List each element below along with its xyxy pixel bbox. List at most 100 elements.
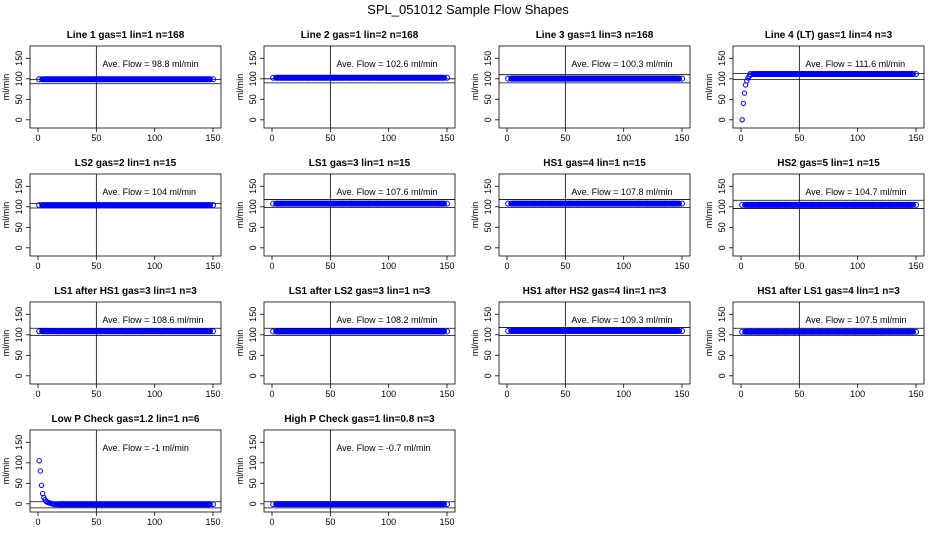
data-point xyxy=(548,200,555,207)
data-point xyxy=(869,328,876,335)
data-point xyxy=(383,328,390,335)
data-band xyxy=(742,201,916,208)
y-axis-label: ml/min xyxy=(1,330,11,357)
panel-4: Line 4 (LT) gas=1 lin=4 n=3 0 50 100 150 0 50 1… xyxy=(704,30,925,143)
x-tick-label: 100 xyxy=(850,133,865,143)
data-point xyxy=(661,327,668,334)
data-point xyxy=(270,74,277,81)
x-tick-label: 100 xyxy=(147,261,162,271)
data-point xyxy=(400,74,407,81)
x-tick-label: 100 xyxy=(381,261,396,271)
x-tick-label: 0 xyxy=(504,389,509,399)
data-point xyxy=(805,71,812,78)
data-point xyxy=(869,201,876,208)
data-point xyxy=(600,200,607,207)
data-point xyxy=(505,75,512,82)
y-tick-label: 50 xyxy=(483,222,493,232)
data-point xyxy=(679,200,685,207)
ave-flow-annotation: Ave. Flow = -0.7 ml/min xyxy=(336,443,430,453)
data-point xyxy=(583,327,590,334)
data-point xyxy=(830,71,837,78)
x-tick-label: 50 xyxy=(794,389,804,399)
data-band xyxy=(508,200,682,207)
data-point xyxy=(583,75,590,82)
ave-flow-annotation: Ave. Flow = 102.6 ml/min xyxy=(336,59,437,69)
y-tick-label: 100 xyxy=(248,327,258,342)
y-tick-label: 0 xyxy=(483,373,493,378)
data-point xyxy=(548,75,555,82)
ave-flow-annotation: Ave. Flow = 108.6 ml/min xyxy=(102,315,203,325)
x-tick-label: 50 xyxy=(560,133,570,143)
ave-flow-annotation: Ave. Flow = 109.3 ml/min xyxy=(571,315,672,325)
x-tick-label: 150 xyxy=(674,389,689,399)
data-point xyxy=(166,76,173,83)
y-tick-label: 50 xyxy=(483,350,493,360)
x-tick-label: 0 xyxy=(504,261,509,271)
data-band xyxy=(742,328,916,335)
data-point xyxy=(304,328,311,335)
data-point xyxy=(747,201,754,208)
y-tick-label: 100 xyxy=(248,71,258,86)
ave-flow-annotation: Ave. Flow = 107.8 ml/min xyxy=(571,187,672,197)
data-point xyxy=(374,74,381,81)
data-point xyxy=(287,74,294,81)
data-point xyxy=(175,328,182,335)
x-tick-label: 50 xyxy=(325,389,335,399)
data-point xyxy=(826,201,833,208)
data-point xyxy=(574,200,581,207)
data-point xyxy=(131,76,138,83)
y-tick-label: 150 xyxy=(717,179,727,194)
y-tick-label: 100 xyxy=(14,455,24,470)
data-point xyxy=(122,501,129,508)
data-point xyxy=(339,328,346,335)
data-point xyxy=(79,202,86,209)
data-point xyxy=(600,327,607,334)
y-axis-label: ml/min xyxy=(235,458,245,485)
data-point xyxy=(878,201,885,208)
data-point xyxy=(435,74,442,81)
data-point xyxy=(210,76,216,83)
data-point xyxy=(739,117,745,123)
x-tick-label: 150 xyxy=(205,261,220,271)
data-point xyxy=(788,71,795,78)
data-point xyxy=(149,328,156,335)
y-tick-label: 100 xyxy=(14,71,24,86)
ave-flow-annotation: Ave. Flow = 107.6 ml/min xyxy=(336,187,437,197)
figure-title: SPL_051012 Sample Flow Shapes xyxy=(367,2,569,17)
x-tick-label: 150 xyxy=(439,389,454,399)
data-point xyxy=(331,328,338,335)
data-point xyxy=(679,75,685,82)
data-point xyxy=(38,482,45,489)
data-point xyxy=(37,468,44,474)
data-point xyxy=(210,328,216,335)
data-point xyxy=(426,328,433,335)
data-band xyxy=(273,200,447,207)
data-point xyxy=(162,501,169,508)
data-point xyxy=(170,501,177,508)
data-point xyxy=(557,200,564,207)
y-axis-label: ml/min xyxy=(704,202,714,229)
data-point xyxy=(186,501,193,508)
ave-flow-annotation: Ave. Flow = 100.3 ml/min xyxy=(571,59,672,69)
data-point xyxy=(192,328,199,335)
data-point xyxy=(140,328,147,335)
data-point xyxy=(339,501,346,508)
data-point xyxy=(166,328,173,335)
data-point xyxy=(166,202,173,209)
data-point xyxy=(756,328,763,335)
data-point xyxy=(114,202,121,209)
y-axis-label: ml/min xyxy=(470,74,480,101)
data-point xyxy=(313,200,320,207)
y-tick-label: 100 xyxy=(483,327,493,342)
data-point xyxy=(896,71,903,78)
x-tick-label: 100 xyxy=(850,261,865,271)
data-point xyxy=(210,202,216,209)
data-point xyxy=(278,74,285,81)
data-point xyxy=(505,200,512,207)
panel-title: HS1 after LS1 gas=4 lin=1 n=3 xyxy=(757,286,900,297)
data-point xyxy=(194,501,201,508)
data-point xyxy=(763,71,770,78)
y-tick-label: 0 xyxy=(248,117,258,122)
y-tick-label: 150 xyxy=(14,435,24,450)
data-point xyxy=(365,200,372,207)
